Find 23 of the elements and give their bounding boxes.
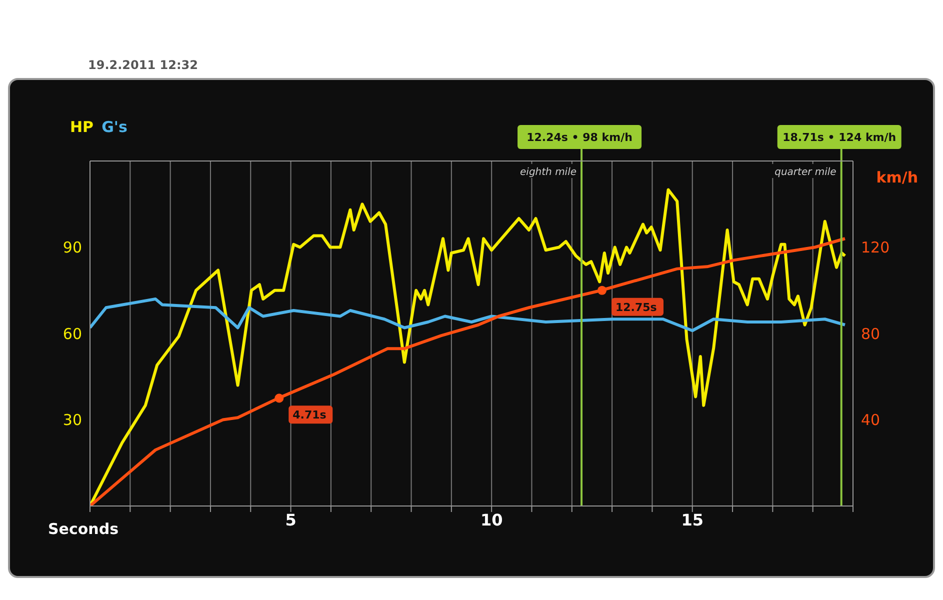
x-tick-label: 10 [480, 510, 503, 530]
text: 18.71s • 124 km/h [782, 131, 896, 144]
y2-tick-label: 120 [861, 238, 890, 257]
text: 12.24s • 98 km/h [526, 131, 632, 144]
chart-subtitle: 19.2.2011 12:32 [87, 57, 199, 74]
y-tick-label: 60 [62, 324, 82, 343]
annotation: 12.75s [616, 300, 658, 314]
line-series [90, 237, 846, 506]
text: G's [102, 118, 128, 136]
text: HP [70, 118, 94, 136]
y2-tick-label: 40 [861, 411, 880, 430]
annotation: 4.71s [292, 408, 327, 422]
x-axis-title: Seconds [48, 520, 119, 538]
y-tick-label: 30 [62, 411, 82, 430]
y-tick-label: 90 [62, 238, 82, 257]
line-series [90, 298, 846, 332]
line-series [90, 188, 846, 506]
x-tick-label: 15 [681, 510, 704, 530]
ref-line-label: eighth mile [520, 167, 577, 178]
y2-axis-title: km/h [876, 168, 918, 187]
x-tick-label: 5 [285, 510, 296, 530]
y2-tick-label: 80 [861, 324, 880, 343]
ref-line-label: quarter mile [774, 167, 836, 178]
